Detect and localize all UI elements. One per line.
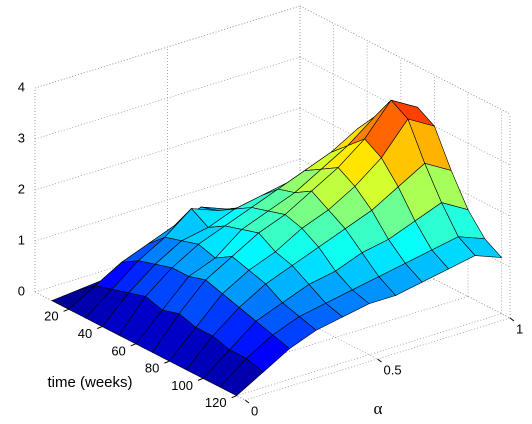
grid-line: [34, 5, 301, 89]
z-tick-label: 1: [18, 232, 25, 247]
axis-line: [244, 317, 511, 401]
x-tick: [130, 343, 136, 347]
x-tick: [197, 377, 204, 381]
y-tick: [377, 358, 382, 363]
y-tick: [509, 317, 515, 322]
x-axis-label: time (weeks): [47, 374, 132, 391]
z-tick-label: 2: [18, 181, 25, 196]
grid-line: [299, 5, 511, 115]
grid-line: [236, 313, 502, 397]
x-tick-label: 100: [171, 378, 193, 393]
x-tick-label: 60: [111, 343, 125, 358]
grid-line: [299, 56, 511, 166]
y-tick-label: 0: [251, 403, 258, 418]
x-tick-label: 120: [205, 395, 227, 410]
y-tick: [244, 399, 250, 404]
x-tick: [63, 308, 69, 312]
grid-line: [299, 107, 511, 217]
y-axis-label: α: [374, 399, 383, 418]
surface-face: [219, 358, 264, 397]
y-tick-label: 1: [516, 321, 523, 336]
y-tick-label: 0.5: [384, 362, 402, 377]
x-tick-label: 80: [145, 361, 159, 376]
grid-line: [202, 296, 469, 379]
z-tick-label: 3: [18, 130, 25, 145]
x-tick: [164, 360, 170, 364]
z-tick-label: 4: [18, 79, 25, 94]
x-tick: [97, 326, 103, 330]
x-tick-label: 20: [44, 309, 58, 324]
z-tick-label: 0: [18, 283, 25, 298]
x-tick: [231, 395, 237, 399]
x-tick-label: 40: [78, 326, 92, 341]
